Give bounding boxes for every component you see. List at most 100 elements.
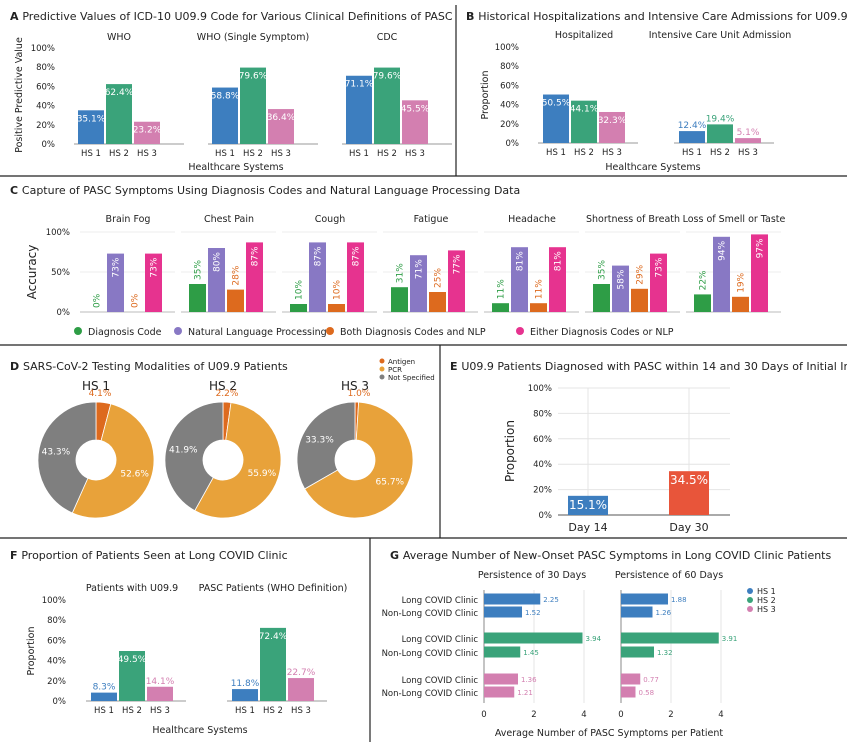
panel-b-x-tick: HS 1 bbox=[546, 148, 566, 158]
panel-f-bar bbox=[232, 689, 258, 701]
panel-f-bar bbox=[288, 678, 314, 701]
panel-c-bar bbox=[429, 292, 446, 312]
panel-d-slice bbox=[37, 401, 97, 514]
panel-c-bar bbox=[347, 242, 364, 312]
panel-b-x-tick: HS 2 bbox=[710, 148, 730, 158]
panel-g-data-label: 1.21 bbox=[517, 689, 533, 697]
panel-c-bar bbox=[650, 253, 667, 312]
panel-g-bar bbox=[621, 606, 653, 618]
panel-c-data-label: 11% bbox=[535, 279, 545, 299]
panel-g-bar bbox=[621, 646, 654, 658]
panel-c-bar bbox=[391, 287, 408, 312]
panel-f-data-label: 8.3% bbox=[93, 683, 116, 693]
panel-f-x-tick: HS 3 bbox=[150, 706, 170, 716]
panel-e-x-tick: Day 14 bbox=[568, 521, 607, 534]
panel-e-data-label: 15.1% bbox=[569, 498, 607, 512]
panel-a-x-tick: HS 2 bbox=[377, 149, 397, 159]
panel-f-bar bbox=[119, 651, 145, 701]
panel-b-bar bbox=[735, 138, 761, 143]
panel-e-y-tick-5: 100% bbox=[528, 384, 552, 394]
panel-g-x-tick: 2 bbox=[668, 710, 673, 720]
panel-g-group-title: Persistence of 60 Days bbox=[615, 570, 723, 581]
panel-f-y-tick-2: 40% bbox=[47, 657, 66, 667]
panel-c-bar bbox=[593, 284, 610, 312]
panel-a-y-tick-3: 60% bbox=[36, 82, 55, 92]
panel-b-xlabel: Healthcare Systems bbox=[605, 162, 700, 173]
panel-f-group-title: Patients with U09.9 bbox=[86, 583, 178, 594]
panel-a-y-tick-1: 20% bbox=[36, 121, 55, 131]
panel-c-bar bbox=[448, 250, 465, 312]
panel-c-data-label: 87% bbox=[314, 246, 324, 266]
panel-g-row-label: Non-Long COVID Clinic bbox=[382, 609, 479, 619]
panel-d-slice-label: 52.6% bbox=[120, 470, 149, 480]
panel-g-row-label: Non-Long COVID Clinic bbox=[382, 649, 479, 659]
panel-f-bar bbox=[260, 627, 286, 701]
panel-g-row-label: Non-Long COVID Clinic bbox=[382, 689, 479, 699]
panel-c-bar bbox=[410, 255, 427, 312]
panel-g-x-tick: 4 bbox=[718, 710, 723, 720]
panel-f-data-label: 72.4% bbox=[259, 632, 288, 642]
panel-c-data-label: 73% bbox=[150, 257, 160, 277]
panel-g-bar bbox=[621, 673, 641, 685]
panel-d-slice-label: 33.3% bbox=[305, 435, 334, 445]
panel-e-y-tick-1: 20% bbox=[533, 486, 552, 496]
panel-a-bar bbox=[78, 110, 104, 144]
panel-e-y-tick-3: 60% bbox=[533, 435, 552, 445]
panel-g-row-label: Long COVID Clinic bbox=[402, 676, 479, 686]
panel-e-bar bbox=[669, 471, 709, 515]
panel-g-legend-marker bbox=[747, 588, 753, 594]
panel-g-bar bbox=[621, 593, 668, 605]
panel-a-x-tick: HS 3 bbox=[405, 149, 425, 159]
panel-a-x-tick: HS 2 bbox=[109, 149, 129, 159]
panel-g-legend-label: HS 2 bbox=[757, 596, 776, 605]
panel-a-xlabel: Healthcare Systems bbox=[188, 162, 283, 173]
panel-c-group-title: Cough bbox=[315, 214, 346, 225]
panel-b-title: B Historical Hospitalizations and Intens… bbox=[466, 10, 847, 23]
panel-f-x-tick: HS 2 bbox=[263, 706, 283, 716]
panel-g-x-tick: 2 bbox=[531, 710, 536, 720]
panel-b-data-label: 32.3% bbox=[598, 116, 627, 126]
panel-c-legend-label: Either Diagnosis Codes or NLP bbox=[530, 327, 674, 338]
panel-c-group-title: Shortness of Breath bbox=[586, 214, 680, 225]
panel-d-legend-marker bbox=[379, 366, 385, 372]
panel-d-slice-label: 65.7% bbox=[376, 478, 405, 488]
panel-e-data-label: 34.5% bbox=[670, 473, 708, 487]
panel-g-data-label: 1.88 bbox=[671, 596, 687, 604]
panel-b-group-title: Intensive Care Unit Admission bbox=[649, 30, 792, 41]
panel-c-bar bbox=[751, 234, 768, 312]
panel-f-bar bbox=[147, 686, 173, 701]
panel-d-legend-label: Antigen bbox=[388, 358, 415, 366]
panel-g-data-label: 1.52 bbox=[525, 609, 541, 617]
panel-b-ylabel: Proportion bbox=[480, 70, 491, 119]
panel-e-bar bbox=[568, 495, 608, 515]
panel-f-y-tick-1: 20% bbox=[47, 677, 66, 687]
panel-c-data-label: 87% bbox=[352, 246, 362, 266]
panel-a-x-tick: HS 3 bbox=[137, 149, 157, 159]
panel-b-x-tick: HS 3 bbox=[602, 148, 622, 158]
panel-a-x-tick: HS 1 bbox=[215, 149, 235, 159]
panel-a-data-label: 71.1% bbox=[345, 80, 374, 90]
panel-a-group-title: WHO (Single Symptom) bbox=[197, 32, 309, 43]
panel-d-slice bbox=[296, 401, 356, 490]
panel-f-bar bbox=[91, 692, 117, 701]
panel-a-data-label: 62.4% bbox=[105, 88, 134, 98]
panel-f-data-label: 14.1% bbox=[146, 677, 175, 687]
panel-g-xlabel: Average Number of PASC Symptoms per Pati… bbox=[495, 728, 724, 739]
panel-c-data-label: 35% bbox=[598, 260, 608, 280]
panel-d-legend-marker bbox=[379, 374, 385, 380]
panel-g-data-label: 3.94 bbox=[586, 635, 602, 643]
panel-c-legend-marker bbox=[74, 327, 82, 335]
panel-a-x-tick: HS 1 bbox=[81, 149, 101, 159]
panel-a-group-title: WHO bbox=[107, 32, 131, 43]
panel-e-ylabel: Proportion bbox=[503, 420, 517, 482]
panel-g-data-label: 1.26 bbox=[656, 609, 672, 617]
panel-c-bar bbox=[227, 289, 244, 312]
panel-d-donut-title: HS 1 bbox=[82, 379, 110, 393]
panel-c-bar bbox=[208, 248, 225, 312]
panel-a-y-tick-4: 80% bbox=[36, 63, 55, 73]
panel-g-bar bbox=[484, 646, 521, 658]
panel-b-bar bbox=[707, 124, 733, 143]
panel-b-data-label: 44.1% bbox=[570, 105, 599, 115]
panel-a-group-title: CDC bbox=[377, 32, 398, 43]
panel-g-title: G Average Number of New-Onset PASC Sympt… bbox=[390, 549, 831, 562]
